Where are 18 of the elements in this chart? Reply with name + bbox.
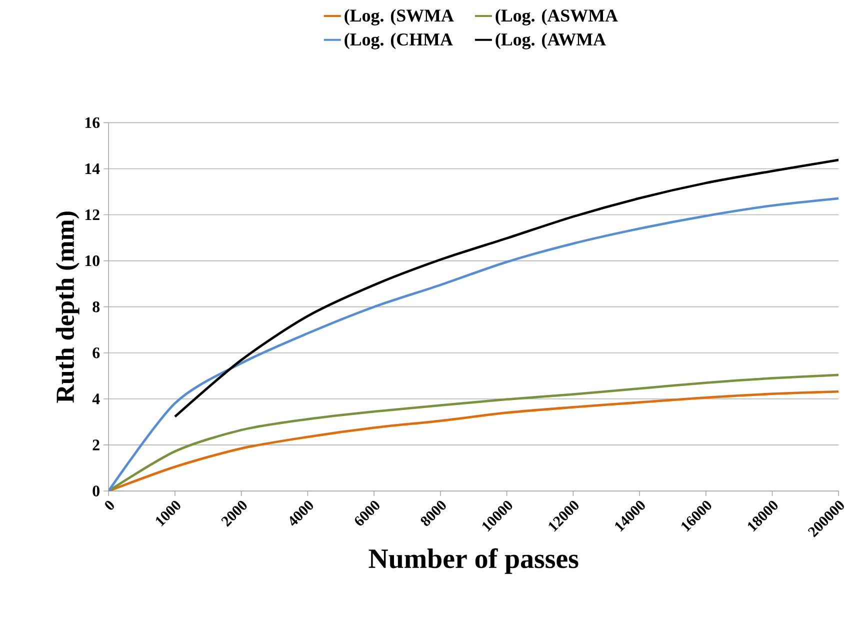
- legend-label: (Log. (CHMA: [344, 32, 453, 50]
- y-axis-title: Ruth depth (mm): [56, 212, 80, 403]
- y-tick-label: 4: [92, 394, 100, 404]
- y-tick-label: 6: [92, 348, 100, 358]
- legend-label: (Log. (AWMA: [496, 32, 606, 50]
- y-tick-label: 8: [92, 301, 100, 312]
- legend-label: (Log. (ASWMA: [496, 9, 618, 26]
- y-tick-label: 14: [85, 163, 100, 174]
- y-tick-label: 2: [92, 440, 100, 450]
- y-tick-label: 10: [85, 255, 100, 266]
- x-tick-label: 6000: [354, 500, 380, 526]
- y-tick-label: 0: [92, 486, 100, 496]
- line-series: [174, 158, 839, 418]
- y-tick-label: 16: [85, 117, 100, 128]
- y-tick-label: 12: [85, 209, 100, 220]
- x-tick-label: 0: [105, 500, 114, 510]
- legend-label: (Log. (SWMA: [344, 9, 454, 26]
- x-axis-title: Number of passes: [368, 548, 578, 574]
